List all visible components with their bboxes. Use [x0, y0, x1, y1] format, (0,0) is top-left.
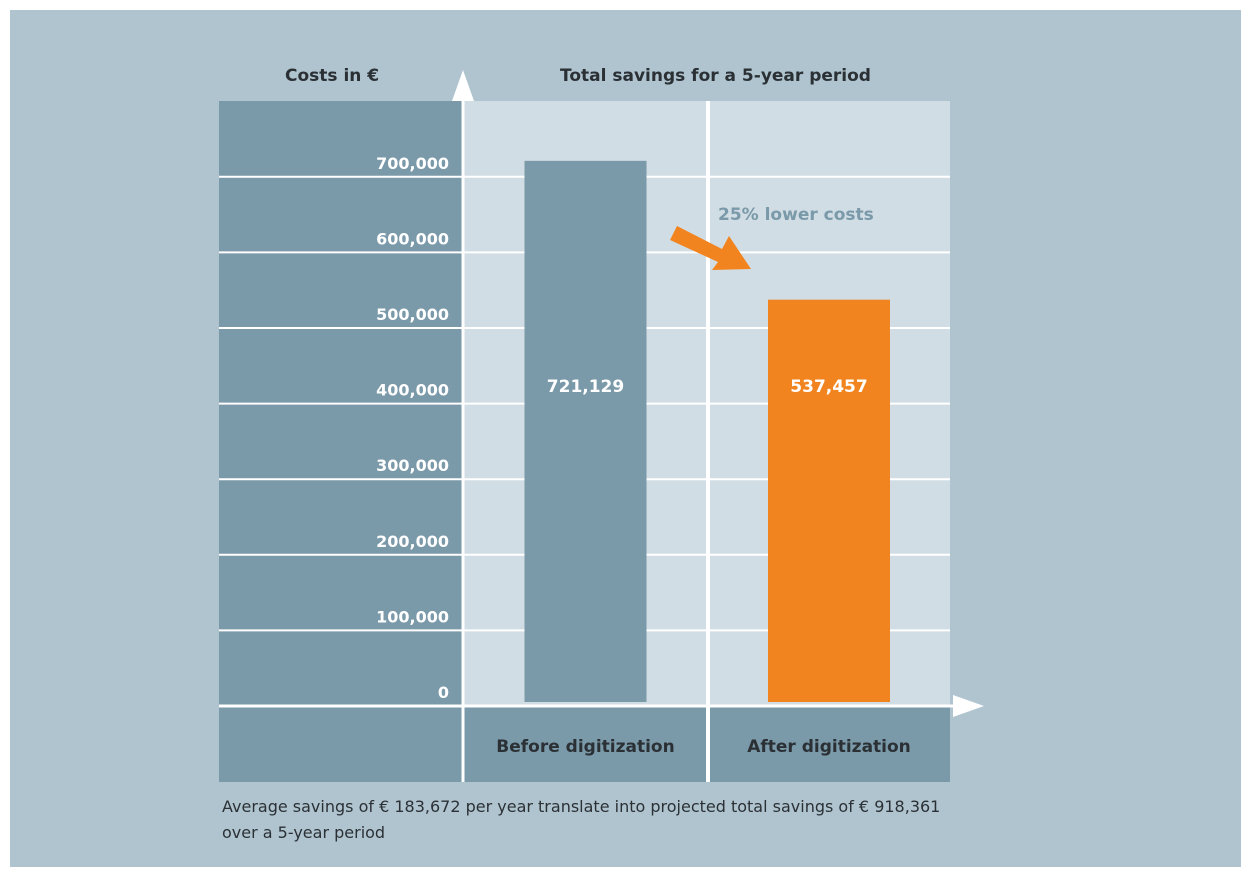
y-tick-label: 500,000	[376, 305, 449, 324]
y-tick-label: 700,000	[376, 154, 449, 173]
bar-value-label: 537,457	[790, 377, 867, 397]
annotation-text: 25% lower costs	[718, 205, 874, 225]
bar	[768, 299, 890, 702]
y-axis-arrow	[452, 70, 474, 101]
y-tick-label: 400,000	[376, 381, 449, 400]
y-tick-label: 600,000	[376, 229, 449, 248]
y-tick-label: 200,000	[376, 532, 449, 551]
y-tick-label: 100,000	[376, 607, 449, 626]
y-tick-label: 0	[438, 683, 449, 702]
footnote: Average savings of € 183,672 per year tr…	[222, 797, 941, 842]
bar	[524, 160, 647, 702]
bar-value-label: 721,129	[547, 377, 624, 397]
y-axis-title: Costs in €	[285, 66, 380, 86]
x-tick-label: After digitization	[747, 737, 911, 757]
x-axis-arrow	[953, 695, 984, 717]
chart-title: Total savings for a 5-year period	[560, 66, 871, 86]
y-axis-panel	[219, 101, 463, 782]
y-tick-label: 300,000	[376, 456, 449, 475]
x-tick-label: Before digitization	[496, 737, 674, 757]
savings-arrow	[670, 226, 751, 270]
